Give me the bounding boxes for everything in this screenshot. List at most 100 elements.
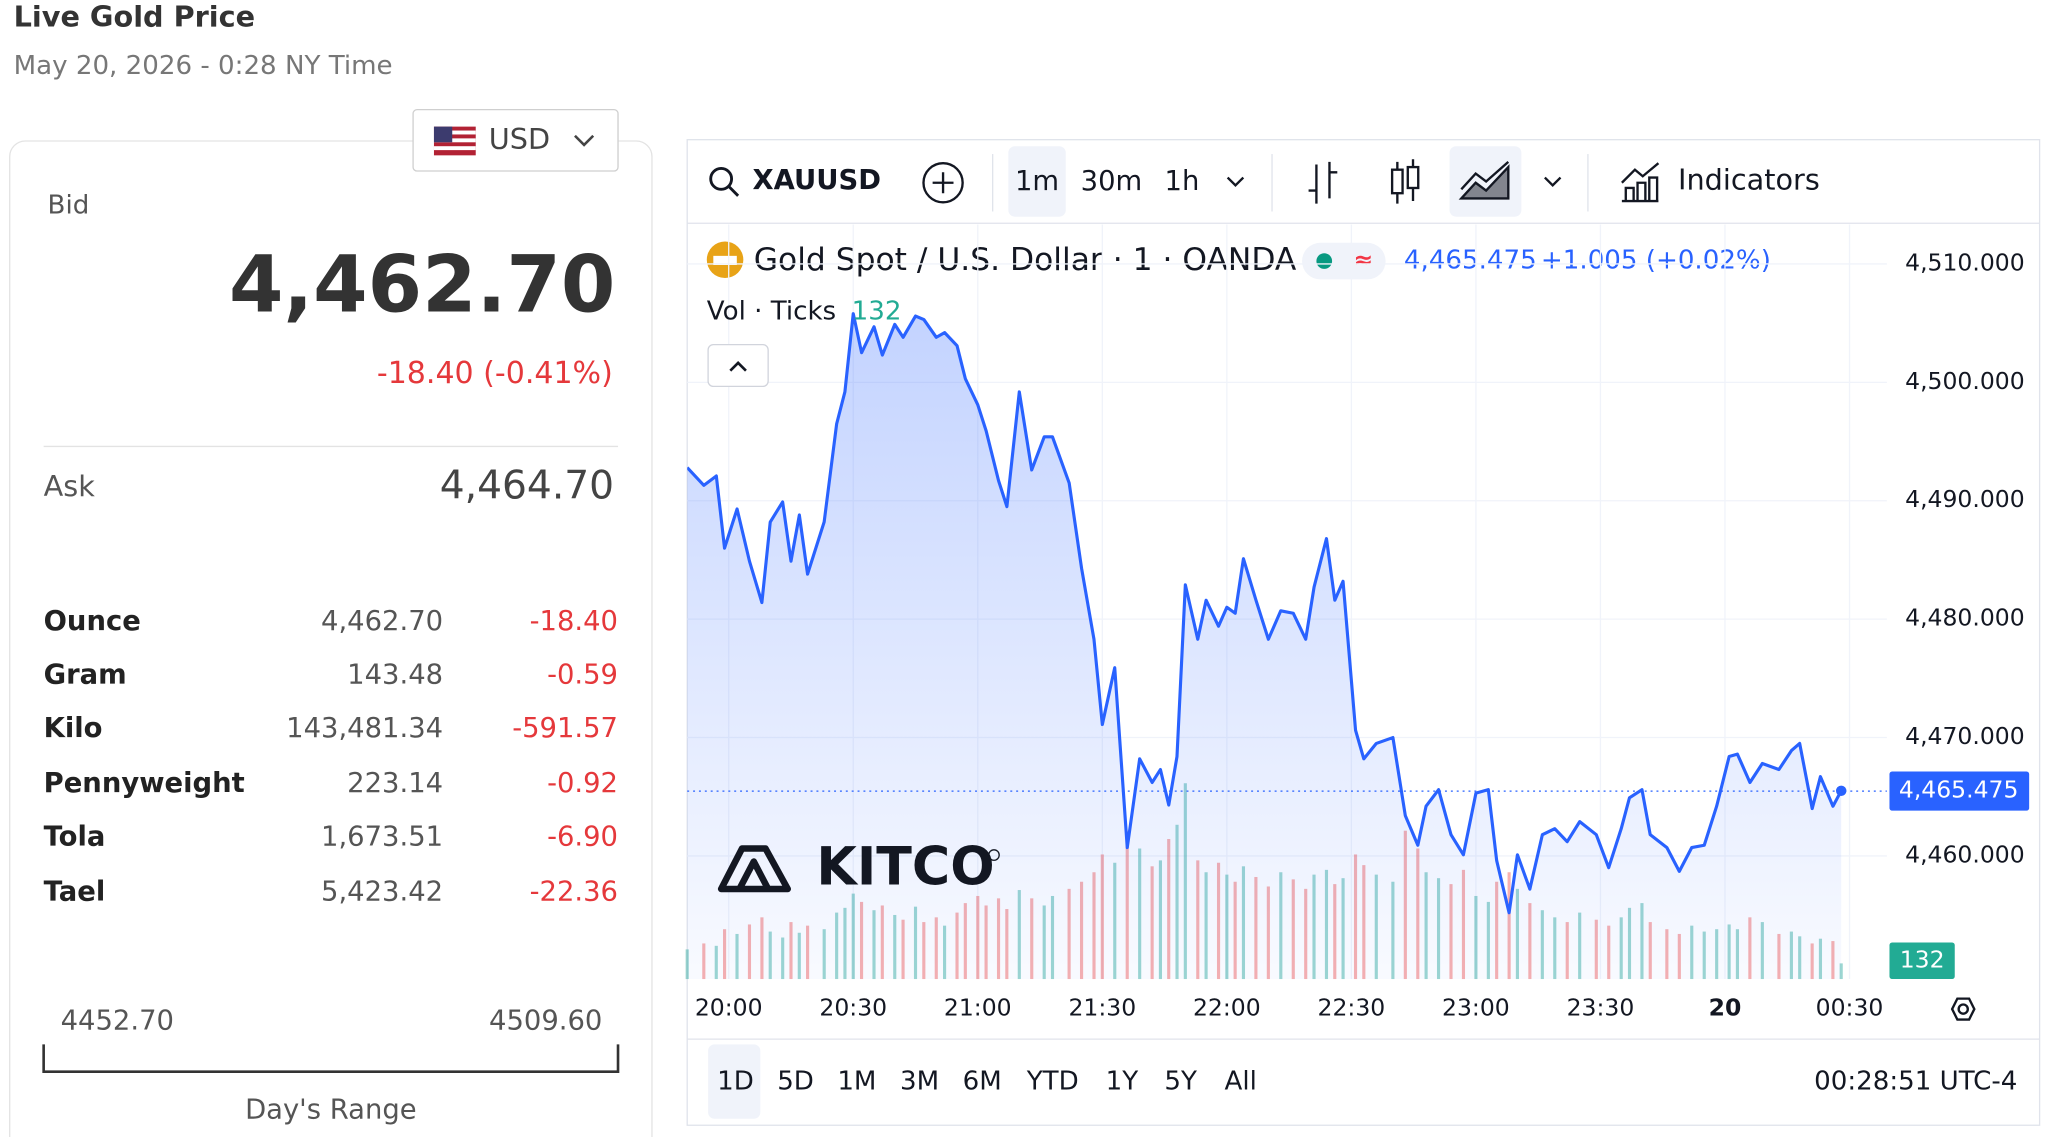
unit-price: 5,423.42 — [321, 876, 443, 907]
us-flag — [433, 126, 476, 156]
unit-price: 4,462.70 — [321, 606, 443, 637]
range-button[interactable]: 6M — [963, 1067, 1002, 1097]
last-price-label: 4,465.475 — [1899, 776, 2019, 804]
unit-name: Pennyweight — [44, 768, 245, 799]
chevron[interactable] — [1226, 176, 1245, 188]
unit-name: Gram — [44, 660, 127, 691]
symbol-search[interactable]: XAUUSD — [709, 165, 881, 197]
legend-price: 4,465.475 — [1404, 246, 1537, 276]
unit-name: Ounce — [44, 606, 141, 637]
ask-value: 4,464.70 — [440, 464, 614, 509]
chevron[interactable] — [1544, 176, 1562, 188]
unit-name: Tael — [44, 876, 106, 907]
last-price-badge — [1889, 771, 2030, 811]
unit-table: Ounce 4,462.70 -18.40 Gram 143.48 -0.59 Kilo 14… — [44, 606, 618, 907]
indicators-icon — [1621, 162, 1660, 203]
range-low: 4452.70 — [61, 1006, 174, 1037]
x-tick-label: 23:30 — [1567, 994, 1635, 1022]
area-style-icon — [1458, 160, 1510, 200]
x-tick-label: 22:00 — [1193, 994, 1261, 1022]
last-point — [1835, 785, 1847, 797]
range-high: 4509.60 — [489, 1006, 602, 1037]
bar-style-icon[interactable] — [1308, 161, 1338, 204]
clock: 00:28:51 UTC-4 — [1814, 1067, 2017, 1097]
plot — [685, 224, 1887, 980]
indicators-label[interactable]: Indicators — [1678, 162, 1820, 196]
range-button[interactable]: 3M — [900, 1067, 939, 1097]
ask-label: Ask — [44, 469, 96, 503]
interval-selected — [1008, 146, 1066, 217]
interval-button[interactable]: 30m — [1081, 166, 1143, 197]
unit-price: 143,481.34 — [286, 713, 443, 744]
range-button[interactable]: 5D — [777, 1067, 814, 1097]
x-tick-label: 20:00 — [695, 994, 763, 1022]
y-tick-label: 4,510.000 — [1905, 248, 2025, 276]
page-date: May 20, 2026 - 0:28 NY Time — [14, 51, 393, 81]
volume-bar — [1839, 963, 1843, 980]
bid-label: Bid — [48, 191, 90, 221]
status-pill — [1302, 242, 1386, 280]
price-card — [9, 140, 653, 1137]
y-tick-label: 4,490.000 — [1905, 485, 2025, 513]
y-tick-label: 4,470.000 — [1905, 722, 2025, 750]
interval-button[interactable]: 1m — [1015, 166, 1059, 197]
symbol[interactable]: XAUUSD — [752, 165, 881, 196]
delay-status: ≈ — [1354, 246, 1374, 274]
range-button[interactable]: 1D — [717, 1067, 754, 1097]
unit-change: -0.59 — [547, 660, 618, 691]
range-button[interactable]: All — [1225, 1067, 1257, 1097]
x-tick-label: 22:30 — [1318, 994, 1386, 1022]
currency-select[interactable]: USD — [412, 109, 619, 172]
y-tick-label: 4,480.000 — [1905, 604, 2025, 632]
currency-label: USD — [489, 122, 550, 156]
volume-badge-label: 132 — [1900, 945, 1945, 973]
volume-label: Vol · Ticks — [707, 296, 836, 326]
interval-button[interactable]: 1h — [1165, 166, 1200, 197]
chart-title: Gold Spot / U.S. Dollar · 1 · OANDA — [754, 242, 1297, 278]
x-tick-label: 21:30 — [1068, 994, 1136, 1022]
x-tick-label: 00:30 — [1816, 994, 1884, 1022]
range-button[interactable]: YTD — [1026, 1067, 1079, 1097]
unit-change: -591.57 — [512, 713, 618, 744]
compare-button[interactable] — [922, 161, 964, 204]
collapse-button[interactable] — [707, 343, 769, 388]
search-icon — [709, 166, 734, 191]
y-tick-label: 4,460.000 — [1905, 840, 2025, 868]
x-tick-label: 21:00 — [944, 994, 1012, 1022]
unit-price: 143.48 — [347, 660, 443, 691]
legend-change: +1.005 (+0.02%) — [1541, 246, 1771, 276]
range-button[interactable]: 1Y — [1106, 1067, 1139, 1097]
unit-change: -18.40 — [530, 606, 618, 637]
currency-button[interactable] — [412, 109, 619, 172]
x-tick-label: 20 — [1709, 994, 1742, 1022]
x-tick-label: 23:00 — [1442, 994, 1510, 1022]
range-label: Day's Range — [245, 1094, 417, 1125]
unit-change: -22.36 — [530, 876, 618, 907]
range-button[interactable]: 1M — [837, 1067, 876, 1097]
area — [687, 313, 1842, 980]
unit-change: -6.90 — [547, 822, 618, 853]
volume-badge — [1889, 942, 1955, 980]
page-title: Live Gold Price — [14, 0, 255, 33]
range-bracket — [42, 1044, 620, 1074]
market-status — [1316, 253, 1333, 269]
watermark-text: KITCO — [816, 838, 994, 898]
range-button[interactable]: 5Y — [1164, 1067, 1197, 1097]
x-tick-label: 20:30 — [819, 994, 887, 1022]
range-buttons: 1D 5D 1M 3M 6M YTD 1Y 5Y All — [717, 1067, 1257, 1097]
y-tick-label: 4,500.000 — [1905, 367, 2025, 395]
bid-value: 4,462.70 — [229, 239, 615, 330]
volume-bar — [685, 949, 689, 980]
range-selected — [708, 1044, 761, 1119]
unit-name: Kilo — [44, 713, 103, 744]
settings-icon[interactable] — [1950, 997, 1976, 1021]
volume-legend: 132 — [852, 296, 902, 326]
indicators-button[interactable]: Indicators — [1621, 162, 1820, 203]
unit-change: -0.92 — [547, 768, 618, 799]
search-icon — [727, 185, 740, 197]
symbol-logo — [713, 255, 737, 265]
chevron — [574, 134, 595, 147]
watermark: KITCO — [717, 838, 1000, 898]
candle-style-icon[interactable] — [1390, 159, 1420, 204]
